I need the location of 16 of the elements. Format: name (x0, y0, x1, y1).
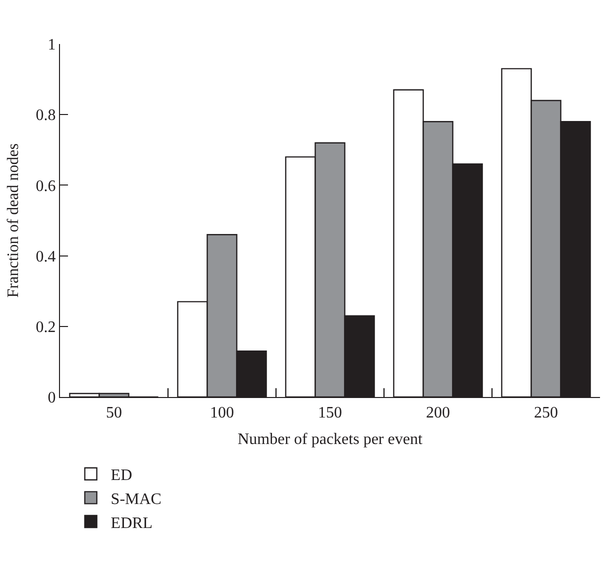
x-tick-label: 200 (426, 404, 450, 422)
y-tick-label: 0.6 (36, 178, 56, 195)
legend-label: ED (110, 467, 132, 484)
y-tick-label: 0.8 (36, 107, 56, 124)
legend-label: EDRL (110, 514, 153, 532)
x-axis-title: Number of packets per event (238, 431, 423, 448)
y-tick-label: 1 (48, 36, 56, 54)
x-tick-label: 150 (318, 404, 342, 422)
x-tick-label: 250 (534, 404, 558, 422)
x-tick-label: 50 (106, 404, 122, 422)
y-axis-title: Franction of dead nodes (4, 143, 22, 298)
legend-label: S-MAC (110, 490, 162, 508)
x-tick-label: 100 (210, 404, 234, 422)
y-tick-label: 0 (48, 390, 56, 407)
y-tick-label: 0.2 (36, 319, 56, 336)
y-tick-label: 0.4 (36, 248, 56, 266)
